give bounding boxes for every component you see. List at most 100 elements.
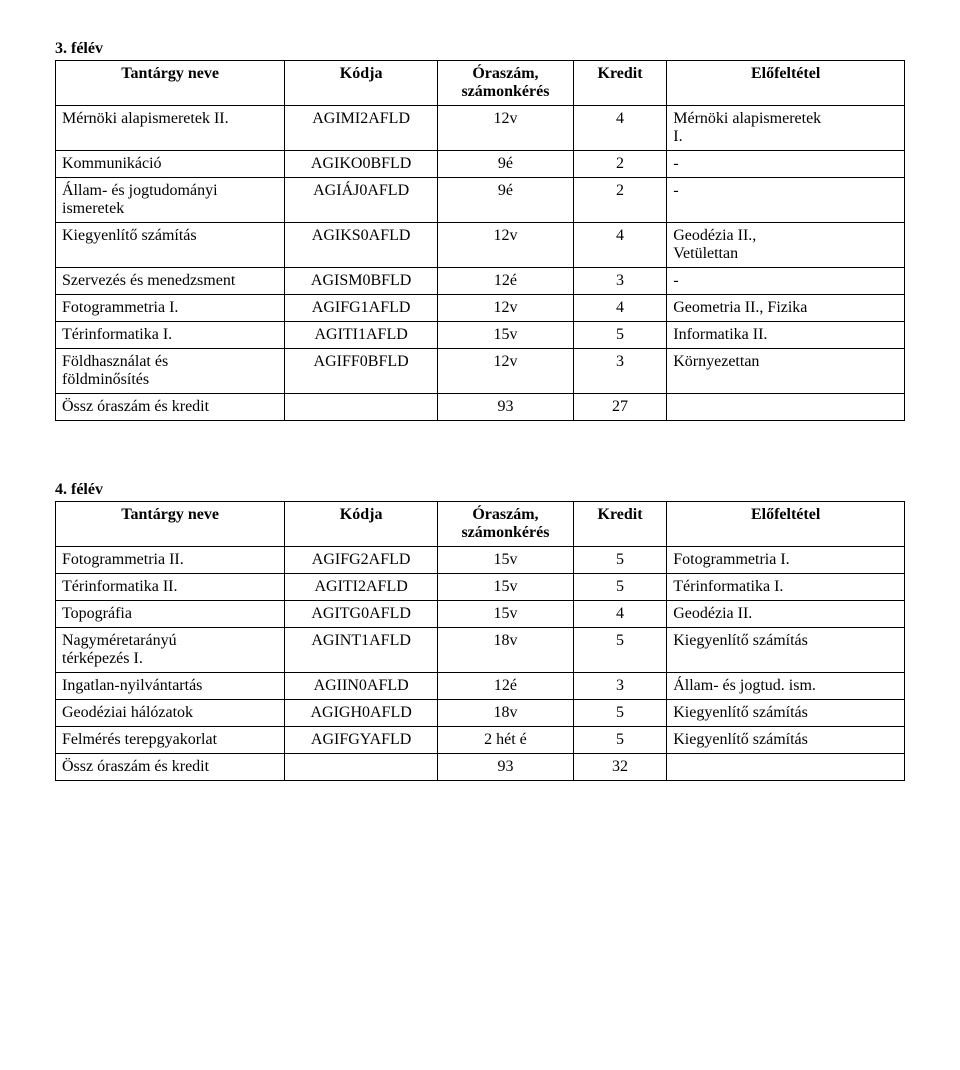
header-name: Tantárgy neve [56, 502, 285, 547]
cell-hours: 15v [438, 601, 574, 628]
cell-credit: 2 [573, 178, 666, 223]
cell-hours: 15v [438, 574, 574, 601]
header-prereq: Előfeltétel [667, 61, 905, 106]
total-prereq [667, 754, 905, 781]
cell-hours: 12é [438, 268, 574, 295]
cell-name: Állam- és jogtudományi ismeretek [56, 178, 285, 223]
total-code [285, 754, 438, 781]
table-total-row: Össz óraszám és kredit 93 27 [56, 394, 905, 421]
cell-hours: 18v [438, 628, 574, 673]
table-row: Térinformatika II. AGITI2AFLD 15v 5 Téri… [56, 574, 905, 601]
table-header-row: Tantárgy neve Kódja Óraszám, számonkérés… [56, 502, 905, 547]
total-credit: 32 [573, 754, 666, 781]
semester-3-table: Tantárgy neve Kódja Óraszám, számonkérés… [55, 60, 905, 421]
total-credit: 27 [573, 394, 666, 421]
table-row: Kommunikáció AGIKO0BFLD 9é 2 - [56, 151, 905, 178]
table-total-row: Össz óraszám és kredit 93 32 [56, 754, 905, 781]
cell-name: Mérnöki alapismeretek II. [56, 106, 285, 151]
total-code [285, 394, 438, 421]
cell-prereq: Fotogrammetria I. [667, 547, 905, 574]
total-hours: 93 [438, 754, 574, 781]
cell-name: Fotogrammetria II. [56, 547, 285, 574]
cell-name: Kommunikáció [56, 151, 285, 178]
cell-code: AGIFF0BFLD [285, 349, 438, 394]
cell-hours: 15v [438, 547, 574, 574]
cell-credit: 5 [573, 322, 666, 349]
cell-code: AGITI2AFLD [285, 574, 438, 601]
cell-credit: 2 [573, 151, 666, 178]
cell-hours: 15v [438, 322, 574, 349]
cell-hours: 18v [438, 700, 574, 727]
cell-code: AGIKS0AFLD [285, 223, 438, 268]
total-label: Össz óraszám és kredit [56, 754, 285, 781]
header-prereq: Előfeltétel [667, 502, 905, 547]
cell-prereq: - [667, 151, 905, 178]
cell-hours: 2 hét é [438, 727, 574, 754]
cell-credit: 3 [573, 673, 666, 700]
table-row: Felmérés terepgyakorlat AGIFGYAFLD 2 hét… [56, 727, 905, 754]
semester-3-section: 3. félév Tantárgy neve Kódja Óraszám, sz… [55, 40, 905, 421]
table-row: Fotogrammetria I. AGIFG1AFLD 12v 4 Geome… [56, 295, 905, 322]
cell-prereq: - [667, 268, 905, 295]
cell-name: Térinformatika I. [56, 322, 285, 349]
cell-hours: 12é [438, 673, 574, 700]
table-row: Földhasználat és földminősítés AGIFF0BFL… [56, 349, 905, 394]
cell-credit: 5 [573, 628, 666, 673]
cell-credit: 5 [573, 700, 666, 727]
cell-name: Felmérés terepgyakorlat [56, 727, 285, 754]
cell-credit: 3 [573, 268, 666, 295]
cell-code: AGINT1AFLD [285, 628, 438, 673]
cell-prereq: Környezettan [667, 349, 905, 394]
cell-code: AGIKO0BFLD [285, 151, 438, 178]
cell-code: AGIFG2AFLD [285, 547, 438, 574]
cell-prereq: Geodézia II., Vetülettan [667, 223, 905, 268]
cell-credit: 4 [573, 223, 666, 268]
cell-hours: 9é [438, 178, 574, 223]
cell-prereq: - [667, 178, 905, 223]
header-name: Tantárgy neve [56, 61, 285, 106]
cell-name: Nagyméretarányú térképezés I. [56, 628, 285, 673]
cell-name: Fotogrammetria I. [56, 295, 285, 322]
cell-name: Kiegyenlítő számítás [56, 223, 285, 268]
cell-prereq: Geometria II., Fizika [667, 295, 905, 322]
cell-prereq: Geodézia II. [667, 601, 905, 628]
table-row: Geodéziai hálózatok AGIGH0AFLD 18v 5 Kie… [56, 700, 905, 727]
table-row: Fotogrammetria II. AGIFG2AFLD 15v 5 Foto… [56, 547, 905, 574]
cell-hours: 9é [438, 151, 574, 178]
cell-prereq: Informatika II. [667, 322, 905, 349]
table-row: Nagyméretarányú térképezés I. AGINT1AFLD… [56, 628, 905, 673]
cell-name: Földhasználat és földminősítés [56, 349, 285, 394]
total-label: Össz óraszám és kredit [56, 394, 285, 421]
cell-code: AGITI1AFLD [285, 322, 438, 349]
cell-prereq: Kiegyenlítő számítás [667, 700, 905, 727]
header-hours: Óraszám, számonkérés [438, 502, 574, 547]
cell-prereq: Kiegyenlítő számítás [667, 727, 905, 754]
cell-credit: 3 [573, 349, 666, 394]
cell-hours: 12v [438, 106, 574, 151]
header-credit: Kredit [573, 61, 666, 106]
cell-credit: 5 [573, 574, 666, 601]
cell-prereq: Mérnöki alapismeretek I. [667, 106, 905, 151]
semester-4-title: 4. félév [55, 481, 905, 499]
table-row: Állam- és jogtudományi ismeretek AGIÁJ0A… [56, 178, 905, 223]
cell-code: AGIFG1AFLD [285, 295, 438, 322]
table-row: Kiegyenlítő számítás AGIKS0AFLD 12v 4 Ge… [56, 223, 905, 268]
cell-prereq: Kiegyenlítő számítás [667, 628, 905, 673]
cell-code: AGIÁJ0AFLD [285, 178, 438, 223]
cell-name: Ingatlan-nyilvántartás [56, 673, 285, 700]
cell-hours: 12v [438, 295, 574, 322]
cell-credit: 4 [573, 295, 666, 322]
header-code: Kódja [285, 502, 438, 547]
semester-4-section: 4. félév Tantárgy neve Kódja Óraszám, sz… [55, 481, 905, 781]
semester-3-title: 3. félév [55, 40, 905, 58]
cell-credit: 4 [573, 601, 666, 628]
cell-code: AGIGH0AFLD [285, 700, 438, 727]
total-prereq [667, 394, 905, 421]
header-credit: Kredit [573, 502, 666, 547]
cell-name: Geodéziai hálózatok [56, 700, 285, 727]
table-row: Szervezés és menedzsment AGISM0BFLD 12é … [56, 268, 905, 295]
cell-hours: 12v [438, 349, 574, 394]
header-code: Kódja [285, 61, 438, 106]
cell-credit: 5 [573, 547, 666, 574]
cell-code: AGISM0BFLD [285, 268, 438, 295]
